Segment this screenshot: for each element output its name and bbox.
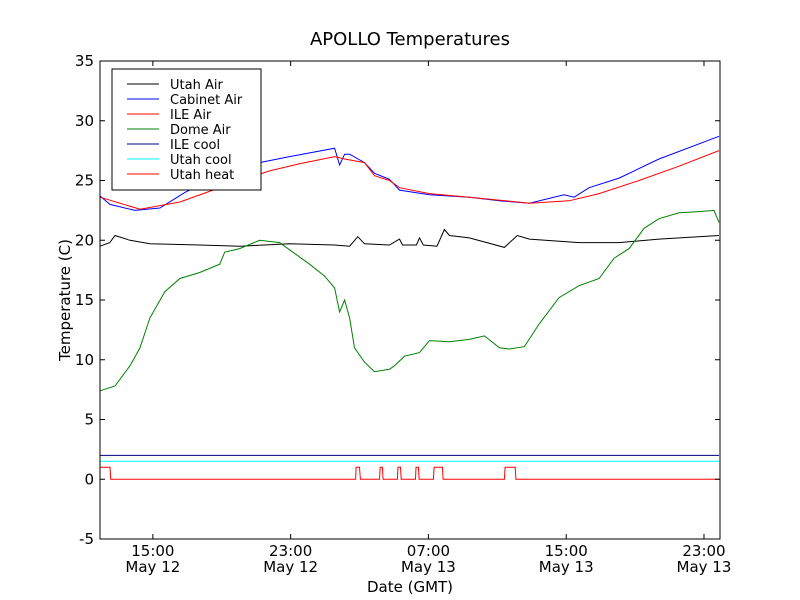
legend-label: Dome Air	[170, 123, 231, 138]
series-line-dome-air	[99, 209, 720, 392]
y-tick-label: 20	[75, 231, 94, 249]
legend-label: Cabinet Air	[170, 93, 243, 108]
y-tick-label: 10	[75, 351, 94, 369]
series-line-utah-air	[99, 228, 720, 248]
legend-label: Utah cool	[170, 153, 232, 168]
x-tick-label-time: 23:00	[269, 542, 312, 560]
x-tick-label-date: May 13	[401, 558, 456, 576]
legend-label: Utah Air	[170, 78, 223, 93]
x-tick-label-date: May 12	[263, 558, 318, 576]
x-tick-label-time: 15:00	[131, 542, 174, 560]
y-tick-label: -5	[79, 530, 94, 548]
x-tick-label-date: May 13	[677, 558, 732, 576]
y-axis-label: Temperature (C)	[56, 239, 74, 362]
legend-label: ILE Air	[170, 108, 212, 123]
legend-label: Utah heat	[170, 168, 234, 183]
y-tick-label: 5	[84, 411, 94, 429]
chart-title: APOLLO Temperatures	[310, 29, 510, 50]
y-tick-label: 35	[75, 52, 94, 70]
x-axis-label: Date (GMT)	[367, 578, 453, 596]
x-tick-label-date: May 13	[539, 558, 594, 576]
series-line-utah-heat	[100, 466, 719, 480]
x-tick-label-time: 15:00	[545, 542, 588, 560]
y-tick-label: 0	[84, 470, 94, 488]
x-tick-label-time: 07:00	[407, 542, 450, 560]
x-tick-label-date: May 12	[125, 558, 180, 576]
x-tick-label-time: 23:00	[682, 542, 725, 560]
legend-label: ILE cool	[170, 138, 220, 153]
y-tick-label: 15	[75, 291, 94, 309]
y-tick-label: 30	[75, 112, 94, 130]
y-tick-label: 25	[75, 172, 94, 190]
plot-frame	[99, 60, 721, 540]
